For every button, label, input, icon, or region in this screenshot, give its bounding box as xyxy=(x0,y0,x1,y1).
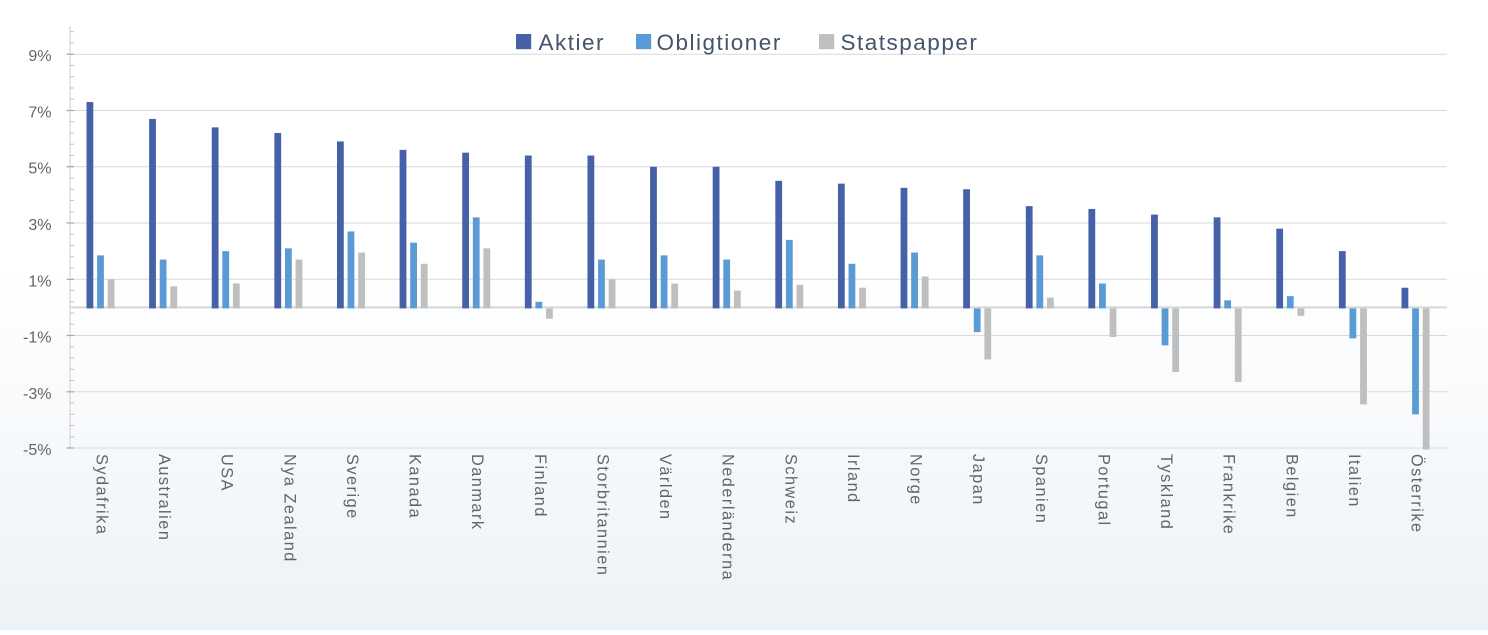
svg-text:3%: 3% xyxy=(28,217,51,234)
svg-text:Portugal: Portugal xyxy=(1094,454,1112,527)
svg-text:Nederländerna: Nederländerna xyxy=(719,454,737,581)
svg-text:Tyskland: Tyskland xyxy=(1157,454,1175,530)
svg-text:9%: 9% xyxy=(28,48,51,65)
svg-text:Italien: Italien xyxy=(1345,454,1363,508)
svg-text:Statspapper: Statspapper xyxy=(841,30,979,55)
svg-text:Norge: Norge xyxy=(907,454,925,506)
svg-text:Schweiz: Schweiz xyxy=(781,454,799,525)
svg-text:Storbritannien: Storbritannien xyxy=(594,454,612,576)
svg-text:Aktier: Aktier xyxy=(539,30,606,55)
svg-text:Österrike: Österrike xyxy=(1408,454,1426,534)
svg-text:Irland: Irland xyxy=(844,454,862,504)
svg-text:-1%: -1% xyxy=(23,330,51,347)
svg-text:Världen: Världen xyxy=(656,454,674,521)
svg-text:-5%: -5% xyxy=(23,442,51,459)
svg-text:Belgien: Belgien xyxy=(1282,454,1300,519)
svg-text:Kanada: Kanada xyxy=(406,454,424,519)
svg-text:5%: 5% xyxy=(28,161,51,178)
svg-text:Sydafrika: Sydafrika xyxy=(93,454,111,535)
svg-text:Sverige: Sverige xyxy=(343,454,361,520)
svg-text:1%: 1% xyxy=(28,273,51,290)
svg-text:Japan: Japan xyxy=(969,454,987,506)
svg-text:USA: USA xyxy=(218,454,236,492)
svg-text:Australien: Australien xyxy=(155,454,173,541)
svg-text:Finland: Finland xyxy=(531,454,549,518)
svg-text:Frankrike: Frankrike xyxy=(1220,454,1238,535)
svg-text:Obligtioner: Obligtioner xyxy=(657,30,782,55)
svg-text:Nya Zealand: Nya Zealand xyxy=(280,454,298,563)
svg-text:7%: 7% xyxy=(28,105,51,122)
svg-text:Spanien: Spanien xyxy=(1032,454,1050,524)
svg-text:Danmark: Danmark xyxy=(468,454,486,531)
svg-text:-3%: -3% xyxy=(23,386,51,403)
